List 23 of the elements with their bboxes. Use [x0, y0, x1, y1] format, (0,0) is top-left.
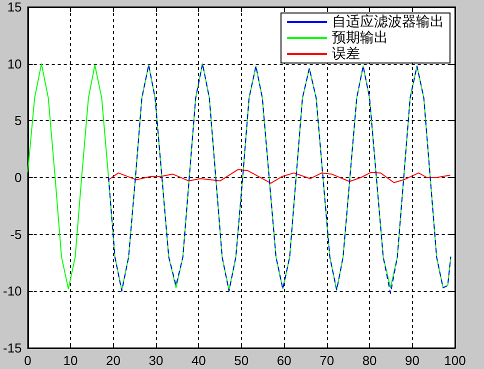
line-series — [108, 63, 452, 294]
x-tick-label: 90 — [405, 353, 420, 368]
y-tick-label: -15 — [2, 340, 22, 356]
legend-label: 自适应滤波器输出 — [332, 14, 444, 30]
y-tick-label: 5 — [14, 113, 22, 128]
legend-label: 误差 — [332, 46, 360, 62]
x-tick-label: 60 — [276, 353, 292, 368]
x-tick-label: 20 — [106, 353, 120, 368]
line-series — [108, 169, 450, 184]
y-tick-label: 0 — [14, 170, 22, 185]
x-tick-label: 10 — [63, 353, 78, 368]
y-tick-label: -10 — [2, 284, 22, 299]
x-tick-label: 40 — [191, 353, 206, 368]
x-tick-label: 100 — [444, 353, 466, 368]
x-tick-label: 80 — [362, 353, 377, 368]
x-tick-label: 0 — [24, 353, 32, 368]
legend-label: 预期输出 — [332, 30, 388, 46]
x-tick-label: 50 — [234, 353, 249, 368]
y-tick-label: -5 — [10, 226, 22, 242]
y-tick-label: 10 — [7, 56, 22, 72]
x-tick-label: 30 — [148, 353, 164, 368]
x-tick-label: 70 — [320, 353, 334, 368]
y-tick-label: 15 — [7, 0, 22, 14]
